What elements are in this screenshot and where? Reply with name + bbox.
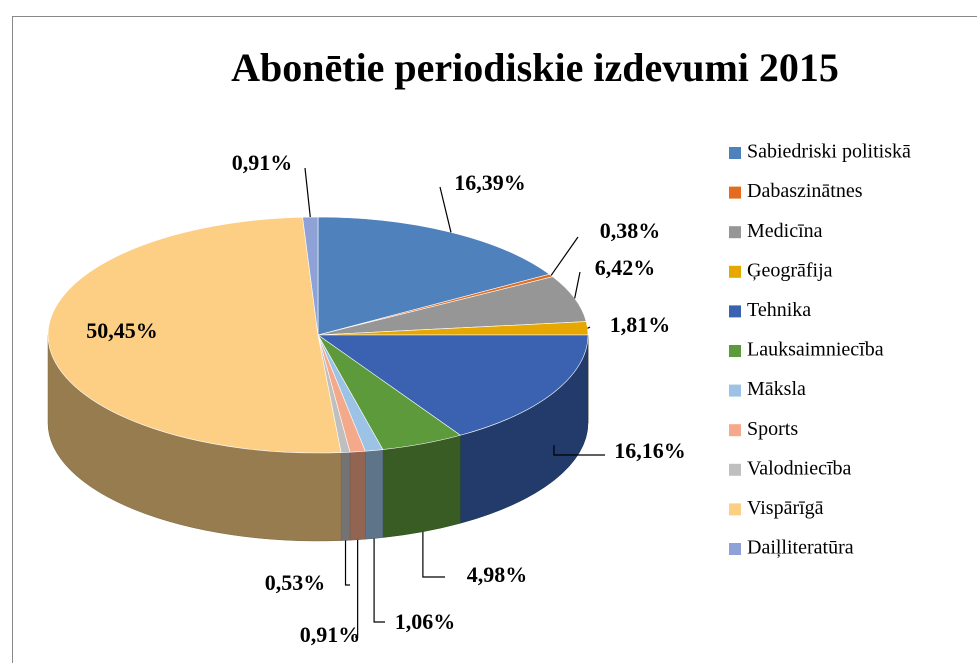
legend-swatch [729,503,741,516]
data-label: 0,38% [600,218,661,243]
data-label: 16,16% [614,438,686,463]
legend-swatch [729,424,741,437]
leader-line [550,236,579,276]
legend-label: Daiļliteratūra [747,537,854,559]
legend-label: Ģeogrāfija [747,259,833,281]
pie-slice-side [340,451,351,541]
leader-line [355,539,359,638]
data-label: 50,45% [86,318,158,343]
legend-label: Dabaszinātnes [747,180,863,202]
legend-swatch [729,463,741,476]
legend-swatch [729,384,741,397]
leader-line [587,326,591,329]
pie-slice-side [382,434,461,538]
data-label: 0,91% [300,622,361,647]
chart-title: Abonētie periodiskie izdevumi 2015 [231,45,839,90]
data-label: 1,06% [395,609,456,634]
legend-swatch [729,345,741,357]
legend-label: Lauksaimniecība [747,339,884,361]
legend-swatch [729,265,741,278]
leader-line [344,540,350,586]
legend-label: Māksla [747,378,806,400]
leader-line [574,271,581,299]
data-label: 6,42% [595,255,656,280]
data-label: 4,98% [467,562,528,587]
legend-swatch [729,543,741,555]
legend-swatch [729,305,741,318]
legend-swatch [729,186,741,199]
legend-label: Valodniecība [747,457,852,479]
pie-slice [302,216,319,336]
leader-line [439,186,452,233]
leader-line [304,167,311,218]
leader-line [373,538,385,623]
legend-label: Sabiedriski politiskā [747,141,911,163]
legend-swatch [729,147,741,159]
leader-line [553,445,605,456]
pie-slice [317,216,551,336]
data-label: 0,91% [232,150,293,175]
data-label: 0,53% [265,570,326,595]
legend-swatch [729,226,741,239]
legend-label: Tehnika [747,299,811,321]
leader-line [422,531,445,578]
pie-slice-side [349,450,366,541]
data-label: 1,81% [610,312,671,337]
pie-slice-side [365,449,384,540]
legend-label: Vispārīgā [747,497,824,519]
data-label: 16,39% [454,170,526,195]
legend-label: Sports [747,418,798,440]
pie-slice [317,334,589,436]
pie-slice [47,216,342,454]
legend-label: Medicīna [747,220,823,242]
